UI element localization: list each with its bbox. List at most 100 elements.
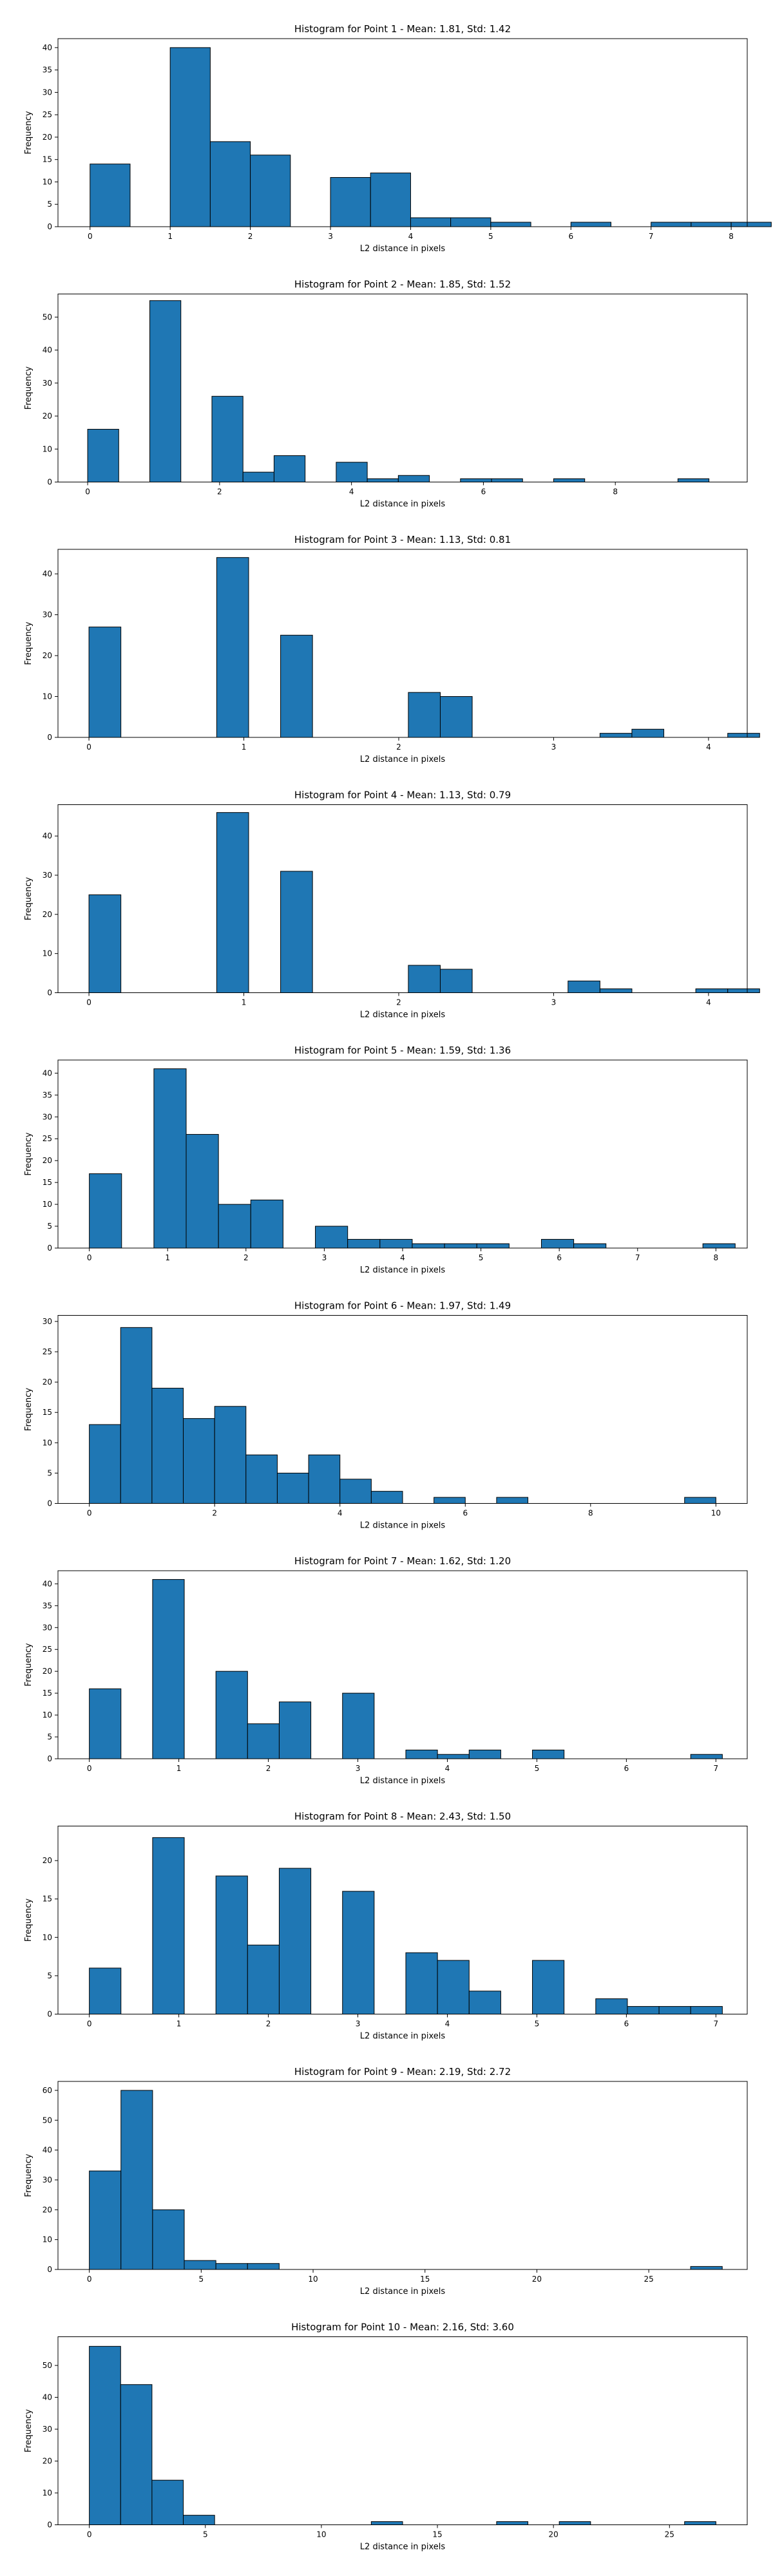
histogram-bar — [631, 728, 665, 738]
histogram-bar — [490, 222, 531, 227]
histogram-bar — [247, 1723, 280, 1759]
histogram-bar — [496, 2521, 529, 2525]
y-tick-label: 15 — [43, 155, 52, 164]
y-tick-label: 5 — [47, 1732, 52, 1741]
x-tick-label: 5 — [535, 1764, 540, 1773]
histogram-bar — [342, 1891, 375, 2015]
histogram-bar — [278, 1701, 312, 1759]
y-tick-label: 0 — [47, 1754, 52, 1763]
histogram-bar — [570, 222, 611, 227]
y-axis-label: Frequency — [24, 2409, 33, 2452]
histogram-bar — [370, 2521, 403, 2525]
x-tick-label: 0 — [87, 1509, 92, 1518]
histogram-bar — [151, 2479, 184, 2526]
chart-title: Histogram for Point 7 - Mean: 1.62, Std:… — [294, 1555, 511, 1567]
y-tick-label: 20 — [43, 910, 52, 919]
x-tick-label: 5 — [479, 1253, 484, 1262]
y-tick-label: 20 — [43, 1156, 52, 1165]
y-tick-label: 0 — [47, 222, 52, 231]
histogram-bar — [476, 1243, 510, 1249]
histogram-bar — [247, 2263, 280, 2270]
histogram-bar — [690, 1754, 723, 1759]
histogram-bar — [218, 1204, 251, 1249]
y-tick-label: 15 — [43, 1895, 52, 1904]
x-tick-label: 8 — [729, 232, 734, 241]
x-tick-label: 6 — [624, 1764, 629, 1773]
y-tick-label: 5 — [47, 200, 52, 209]
histogram-bar — [410, 217, 452, 227]
y-axis-label: Frequency — [24, 621, 33, 665]
histogram-bar — [153, 1068, 187, 1249]
x-tick-label: 1 — [165, 1253, 170, 1262]
histogram-bar — [214, 1406, 247, 1504]
x-tick-label: 15 — [420, 2275, 430, 2284]
x-tick-label: 2 — [217, 488, 222, 497]
x-axis-label: L2 distance in pixels — [360, 500, 446, 509]
plot-frame — [57, 804, 748, 993]
histogram-bar — [532, 1749, 565, 1759]
chart-title: Histogram for Point 3 - Mean: 1.13, Std:… — [294, 534, 511, 545]
x-tick-label: 2 — [212, 1509, 217, 1518]
x-tick-label: 8 — [588, 1509, 593, 1518]
x-axis-label: L2 distance in pixels — [360, 2543, 446, 2552]
histogram-bar — [216, 557, 249, 738]
x-tick-label: 3 — [356, 1764, 361, 1773]
histogram-bar — [658, 2006, 691, 2014]
x-axis-label: L2 distance in pixels — [360, 1521, 446, 1531]
histogram-bar — [211, 395, 243, 482]
histogram-bar — [573, 1243, 607, 1249]
x-tick-label: 6 — [557, 1253, 562, 1262]
y-axis-label: Frequency — [24, 111, 33, 154]
y-tick-label: 30 — [43, 2425, 52, 2434]
y-tick-label: 30 — [43, 871, 52, 880]
y-tick-label: 5 — [47, 1468, 52, 1477]
histogram-bar — [186, 1133, 219, 1249]
x-axis-label: L2 distance in pixels — [360, 1265, 446, 1275]
y-tick-label: 20 — [43, 133, 52, 142]
histogram-bar — [120, 2090, 153, 2270]
histogram-bar — [684, 1497, 716, 1504]
histogram-bar — [250, 1199, 283, 1249]
histogram-bar — [250, 155, 291, 227]
x-tick-label: 4 — [445, 1764, 450, 1773]
y-tick-label: 50 — [43, 312, 52, 321]
histogram-bar — [152, 1579, 185, 1759]
histogram-bar — [599, 733, 633, 738]
y-tick-label: 35 — [43, 66, 52, 75]
histogram-bar — [437, 1960, 470, 2015]
plot-frame — [57, 294, 748, 482]
x-tick-label: 4 — [349, 488, 354, 497]
y-axis-label: Frequency — [24, 1899, 33, 1942]
y-tick-label: 0 — [47, 2010, 52, 2019]
x-tick-label: 8 — [714, 1253, 719, 1262]
histogram-bar — [379, 1238, 413, 1249]
x-tick-label: 0 — [88, 232, 93, 241]
x-tick-label: 10 — [711, 1509, 721, 1518]
y-tick-label: 40 — [43, 2146, 52, 2155]
histogram-bar — [89, 1688, 122, 1759]
x-tick-label: 0 — [87, 2530, 92, 2539]
histogram-bar — [242, 471, 274, 483]
y-tick-label: 50 — [43, 2361, 52, 2370]
y-tick-label: 0 — [47, 2521, 52, 2530]
x-tick-label: 2 — [243, 1253, 249, 1262]
y-tick-label: 30 — [43, 1623, 52, 1632]
x-tick-label: 10 — [316, 2530, 326, 2539]
histogram-bar — [408, 692, 441, 738]
histogram-bar — [727, 733, 760, 738]
x-tick-label: 25 — [665, 2530, 674, 2539]
histogram-bar — [89, 2345, 121, 2525]
histogram-bar — [88, 894, 122, 993]
x-tick-label: 0 — [87, 1764, 92, 1773]
histogram-bar — [89, 1424, 121, 1504]
histogram-bar — [347, 1238, 381, 1249]
histogram-bar — [216, 812, 249, 993]
histogram-bar — [87, 429, 119, 483]
histogram-bar — [370, 1491, 403, 1504]
x-tick-label: 2 — [266, 1764, 271, 1773]
histogram-bar — [558, 2521, 591, 2525]
y-axis-label: Frequency — [24, 366, 33, 410]
histogram-bar — [727, 988, 760, 993]
y-tick-label: 40 — [43, 2393, 52, 2402]
histogram-bar — [280, 871, 313, 993]
